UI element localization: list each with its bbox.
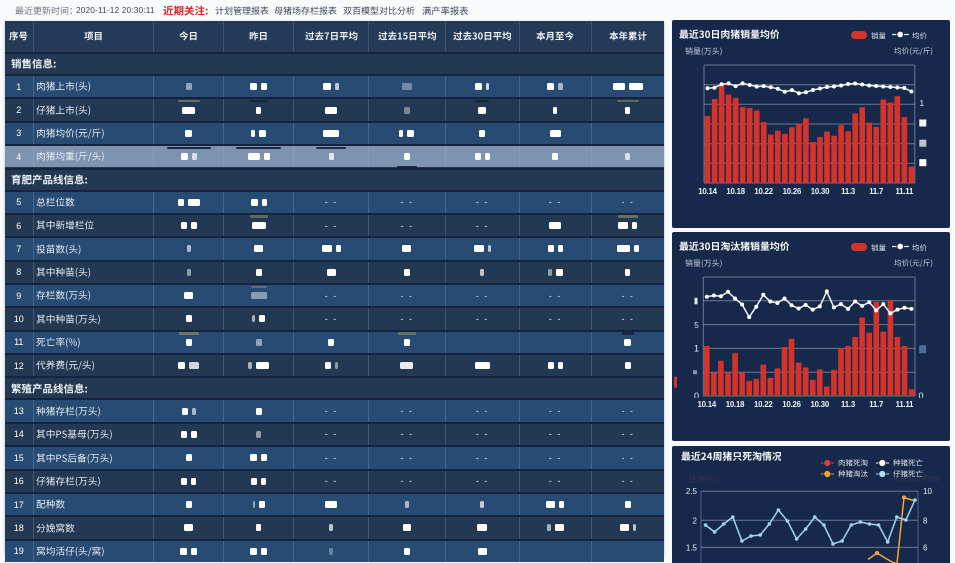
svg-text:2.5: 2.5 — [686, 487, 698, 496]
svg-text:1.5: 1.5 — [686, 543, 698, 552]
svg-text:10: 10 — [923, 487, 932, 496]
svg-text:0: 0 — [919, 391, 924, 398]
svg-text:2: 2 — [693, 516, 698, 525]
svg-text:8: 8 — [923, 516, 928, 525]
svg-text:5: 5 — [694, 321, 699, 330]
svg-text:1: 1 — [694, 344, 699, 354]
svg-text:6: 6 — [923, 543, 928, 552]
svg-text:1: 1 — [920, 99, 925, 108]
svg-text:0: 0 — [694, 391, 699, 398]
